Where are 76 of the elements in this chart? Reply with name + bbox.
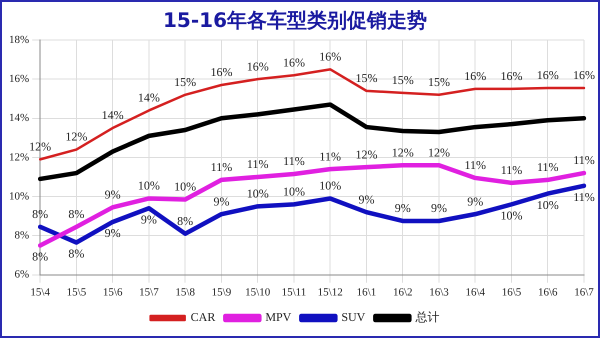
data-label: 15% <box>392 72 414 87</box>
legend-label: SUV <box>341 310 366 324</box>
data-label: 10% <box>174 180 196 194</box>
data-label: 8% <box>68 207 84 222</box>
y-tick-label: 10% <box>8 190 30 202</box>
x-tick-label: 16\2 <box>392 286 412 298</box>
data-label: 9% <box>213 194 230 208</box>
data-label: 11% <box>536 160 559 174</box>
legend-label: 总计 <box>414 310 440 324</box>
data-label: 12% <box>428 145 450 160</box>
x-tick-label: 15\10 <box>245 286 271 298</box>
data-label: 8% <box>177 214 194 228</box>
x-tick-label: 15\8 <box>175 286 196 298</box>
data-label: 10% <box>282 184 305 199</box>
x-tick-label: 16\3 <box>429 286 450 298</box>
data-label: 10% <box>246 186 269 200</box>
data-label: 14% <box>102 108 124 122</box>
data-label: 15% <box>428 74 450 89</box>
x-tick-label: 15\6 <box>102 286 123 298</box>
x-tick-label: 16\7 <box>574 286 594 298</box>
data-label: 11% <box>500 162 522 177</box>
x-tick-label: 15\5 <box>66 286 87 298</box>
data-label: 11% <box>283 154 305 168</box>
x-tick-label: 15\11 <box>282 286 306 298</box>
legend-label: CAR <box>190 310 216 324</box>
y-tick-label: 8% <box>14 230 30 242</box>
data-label: 16% <box>210 65 232 80</box>
data-label: 9% <box>467 194 484 208</box>
data-label: 10% <box>536 198 559 212</box>
chart-title: 15-16年各车型类别促销走势 <box>163 8 427 32</box>
data-label: 9% <box>358 192 374 206</box>
data-label: 16% <box>464 69 486 84</box>
data-label: 11% <box>573 153 595 168</box>
y-tick-label: 12% <box>8 151 30 164</box>
x-tick-label: 15\12 <box>318 286 343 298</box>
data-label: 16% <box>536 68 559 82</box>
data-label: 12% <box>355 147 378 162</box>
data-label: 12% <box>392 145 414 160</box>
y-tick-label: 6% <box>14 268 30 281</box>
data-label: 16% <box>319 50 342 64</box>
x-tick-label: 16\1 <box>356 286 376 298</box>
data-label: 16% <box>573 68 595 82</box>
data-label: 10% <box>138 178 160 193</box>
data-label: 14% <box>138 90 160 105</box>
x-tick-label: 16\6 <box>538 286 558 298</box>
data-label: 11% <box>319 149 341 164</box>
data-label: 8% <box>68 246 84 261</box>
x-tick-label: 16\4 <box>465 286 486 298</box>
data-label: 9% <box>394 201 411 216</box>
x-tick-label: 15\4 <box>30 286 50 298</box>
data-label: 11% <box>464 158 486 172</box>
data-label: 9% <box>140 212 157 226</box>
x-tick-label: 15\7 <box>139 286 160 298</box>
data-label: 12% <box>29 140 52 154</box>
data-label: 10% <box>500 208 522 223</box>
legend-label: MPV <box>265 310 292 324</box>
data-label: 8% <box>32 207 48 222</box>
data-label: 9% <box>104 226 121 240</box>
data-label: 8% <box>32 250 48 264</box>
y-tick-label: 14% <box>8 112 30 124</box>
y-tick-label: 16% <box>8 73 30 86</box>
data-label: 9% <box>430 201 447 216</box>
data-label: 11% <box>573 190 595 204</box>
data-label: 16% <box>282 55 305 70</box>
data-label: 10% <box>319 178 342 193</box>
data-label: 12% <box>65 130 88 144</box>
y-tick-label: 18% <box>8 34 30 46</box>
data-label: 16% <box>500 69 522 84</box>
x-tick-label: 15\9 <box>212 286 232 298</box>
data-label: 15% <box>174 74 196 89</box>
data-label: 16% <box>246 59 269 74</box>
data-label: 11% <box>246 157 268 172</box>
x-tick-label: 16\5 <box>502 286 522 298</box>
data-label: 9% <box>104 187 121 202</box>
data-label: 11% <box>210 160 232 174</box>
data-label: 15% <box>355 71 378 86</box>
